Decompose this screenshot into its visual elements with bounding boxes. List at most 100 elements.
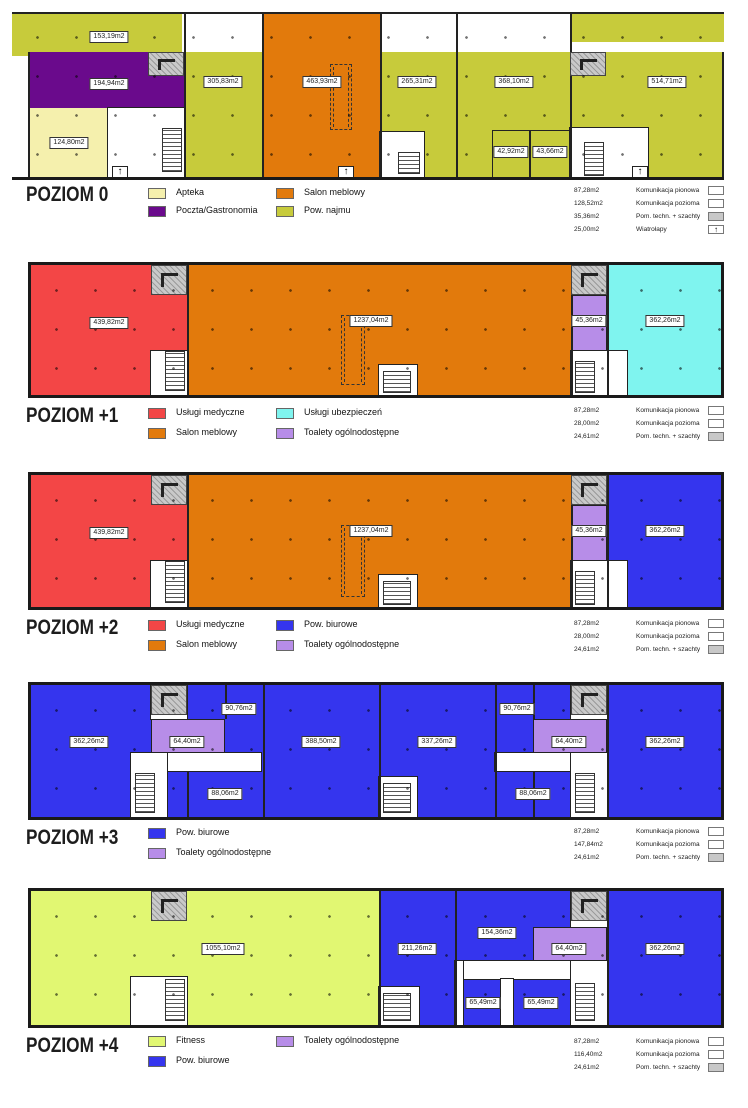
stat-swatch: [708, 199, 724, 208]
level-title: POZIOM +1: [26, 404, 119, 427]
entrance-arrow-icon: ↑: [338, 166, 354, 177]
level-2: 439,82m2 1237,04m2 45,36m2 362,26m2 POZI…: [0, 472, 748, 662]
legend-swatch: [148, 188, 166, 199]
stat-row: 87,28m2 Komunikacja pionowa: [574, 619, 724, 630]
stat-label: Komunikacja pionowa: [636, 407, 700, 414]
stat-swatch: [708, 645, 724, 654]
staircase: [383, 993, 411, 1021]
stat-value: 87,28m2: [574, 187, 600, 194]
zone-najmu-right-strip: [570, 12, 724, 42]
legend-swatch: [276, 428, 294, 439]
legend-swatch: [276, 1036, 294, 1047]
legend-label: Toalety ogólnodostępne: [304, 427, 400, 437]
stat-label: Komunikacja pozioma: [636, 420, 700, 427]
legend-swatch: [148, 620, 166, 631]
legend-swatch: [276, 188, 294, 199]
wall: [263, 685, 265, 817]
wall: [607, 685, 609, 817]
legend-label: Pow. najmu: [304, 205, 351, 215]
area-label: 265,31m2: [397, 76, 437, 88]
level-0: ↑ ↑ ↑ 153,19m2 194,94m2 124,80m2 305,83m…: [0, 0, 748, 240]
level-title: POZIOM +3: [26, 826, 119, 849]
stat-row: 24,61m2 Pom. techn. + szachty: [574, 1063, 724, 1074]
entrance-arrow-icon: ↑: [632, 166, 648, 177]
area-label: 337,26m2: [417, 736, 457, 748]
stat-value: 25,00m2: [574, 226, 600, 233]
stat-label: Pom. techn. + szachty: [636, 433, 701, 440]
legend-label: Apteka: [176, 187, 205, 197]
stat-label: Komunikacja pionowa: [636, 828, 700, 835]
stat-row: 87,28m2 Komunikacja pionowa: [574, 186, 724, 197]
technical-shaft: [571, 475, 607, 505]
stat-swatch: [708, 186, 724, 195]
wall: [187, 771, 189, 817]
area-label: 362,26m2: [645, 315, 685, 327]
area-label: 514,71m2: [647, 76, 687, 88]
technical-shaft: [571, 891, 607, 921]
level-title: POZIOM 0: [26, 183, 109, 206]
area-label: 42,92m2: [493, 146, 529, 158]
legend-swatch: [148, 1056, 166, 1067]
stat-value: 116,40m2: [574, 1051, 603, 1058]
staircase: [165, 351, 185, 391]
staircase: [383, 371, 411, 393]
legend-swatch: [148, 206, 166, 217]
stat-value: 87,28m2: [574, 620, 600, 627]
area-label: 65,49m2: [523, 997, 559, 1009]
stat-swatch: [708, 827, 724, 836]
area-label: 90,76m2: [499, 703, 535, 715]
level-1: 439,82m2 1237,04m2 45,36m2 362,26m2 POZI…: [0, 262, 748, 452]
stat-row: 35,36m2 Pom. techn. + szachty: [574, 212, 724, 223]
level-3: 362,26m2 90,76m2 64,40m2 88,06m2 388,50m…: [0, 682, 748, 872]
area-label: 368,10m2: [494, 76, 534, 88]
floor-plan-level-1: 439,82m2 1237,04m2 45,36m2 362,26m2: [28, 262, 724, 398]
stat-label: Pom. techn. + szachty: [636, 1064, 701, 1071]
technical-shaft: [148, 52, 184, 76]
technical-shaft: [151, 685, 187, 715]
area-label: 64,40m2: [551, 736, 587, 748]
technical-shaft: [571, 685, 607, 715]
stat-value: 24,61m2: [574, 433, 600, 440]
stat-label: Komunikacja pionowa: [636, 620, 700, 627]
wall: [187, 265, 189, 395]
area-label: 463,93m2: [302, 76, 342, 88]
technical-shaft: [151, 265, 187, 295]
floor-plan-level-4: 1055,10m2 211,26m2 154,36m2 64,40m2 362,…: [28, 888, 724, 1028]
wall: [262, 12, 264, 177]
legend-label: Fitness: [176, 1035, 206, 1045]
stat-label: Komunikacja pozioma: [636, 841, 700, 848]
area-label: 154,36m2: [477, 927, 517, 939]
area-label: 45,36m2: [571, 315, 607, 327]
stat-value: 28,00m2: [574, 420, 600, 427]
stat-row: 116,40m2 Komunikacja pozioma: [574, 1050, 724, 1061]
area-label: 64,40m2: [551, 943, 587, 955]
level-title: POZIOM +4: [26, 1034, 119, 1057]
area-label: 439,82m2: [89, 527, 129, 539]
staircase: [575, 983, 595, 1021]
legend-swatch: [276, 206, 294, 217]
stat-value: 87,28m2: [574, 828, 600, 835]
area-label: 124,80m2: [49, 137, 89, 149]
area-label: 88,06m2: [515, 788, 551, 800]
legend-swatch: [148, 428, 166, 439]
stat-value: 24,61m2: [574, 854, 600, 861]
wall: [607, 891, 609, 1025]
staircase: [383, 581, 411, 605]
stat-label: Komunikacja pozioma: [636, 200, 700, 207]
legend-label: Pow. biurowe: [176, 1055, 230, 1065]
wall: [379, 891, 381, 1025]
legend-label: Salon meblowy: [304, 187, 366, 197]
wall: [380, 12, 382, 177]
stat-value: 28,00m2: [574, 633, 600, 640]
area-label: 362,26m2: [69, 736, 109, 748]
zone-salon-0: [262, 12, 380, 177]
wall: [495, 685, 497, 817]
wall: [184, 12, 186, 177]
stat-row: 87,28m2 Komunikacja pionowa: [574, 1037, 724, 1048]
stat-row: 128,52m2 Komunikacja pozioma: [574, 199, 724, 210]
stat-value: 87,28m2: [574, 1038, 600, 1045]
stat-row: 87,28m2 Komunikacja pionowa: [574, 827, 724, 838]
staircase: [135, 773, 155, 813]
area-label: 64,40m2: [169, 736, 205, 748]
legend-swatch: [148, 848, 166, 859]
